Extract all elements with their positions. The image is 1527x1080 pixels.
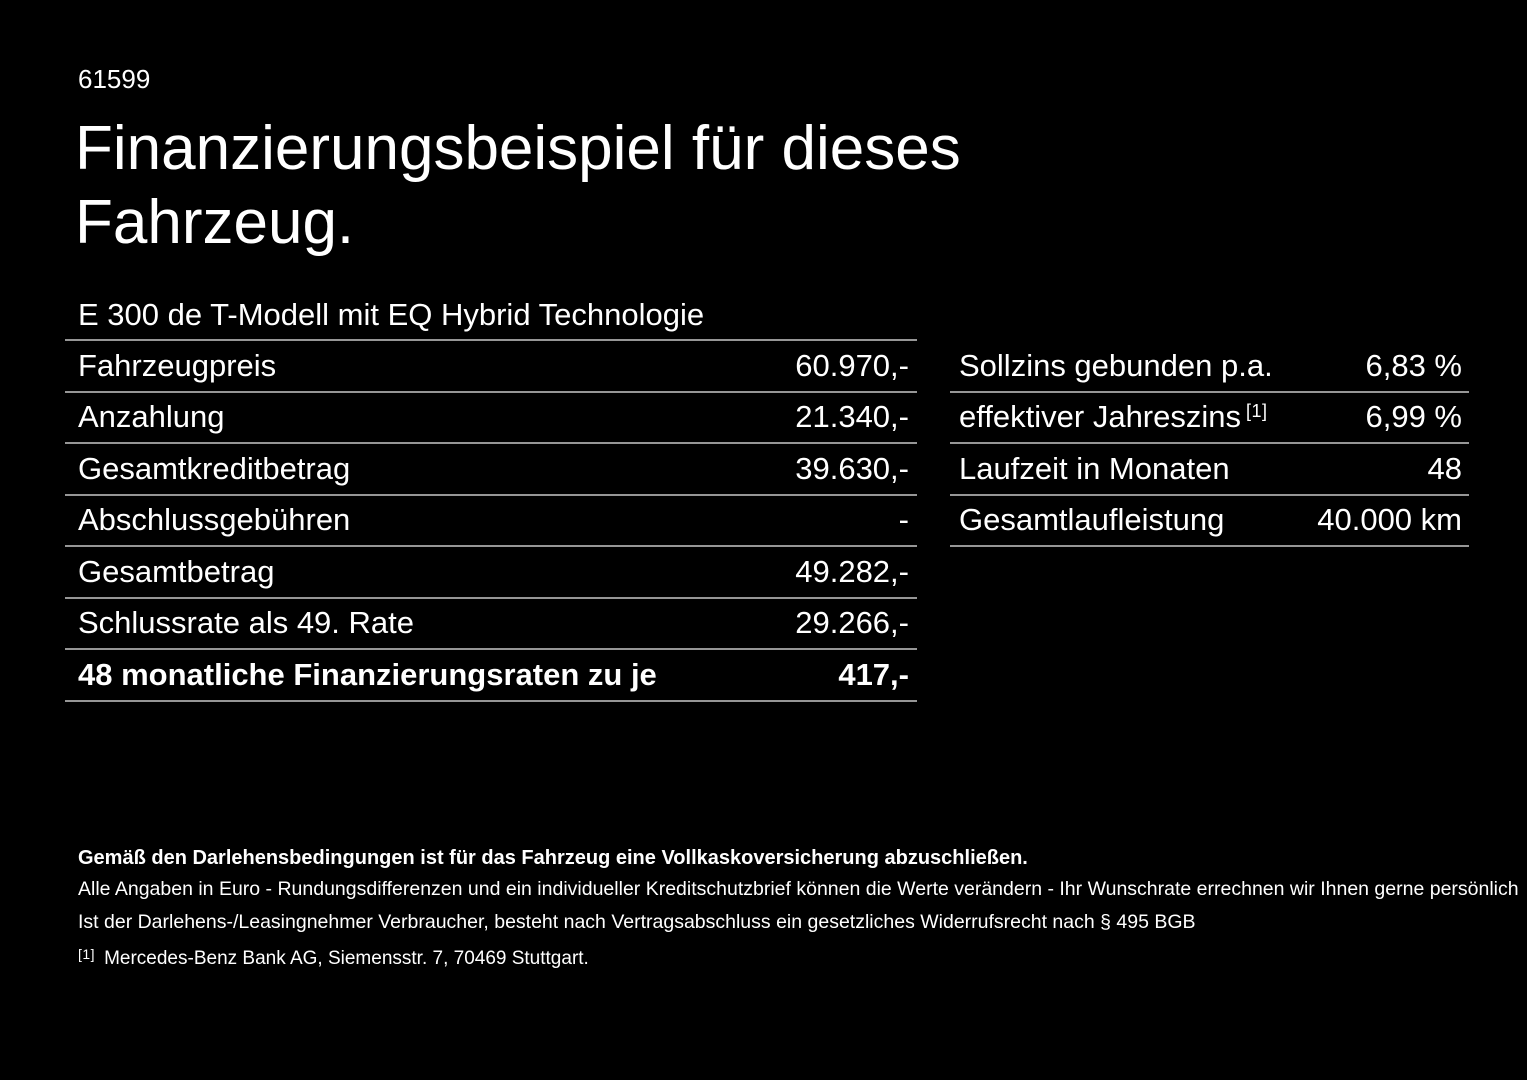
finance-row-label: Fahrzeugpreis	[78, 347, 277, 383]
finance-row-anzahlung: Anzahlung 21.340,-	[65, 393, 917, 444]
conditions-row-laufzeit: Laufzeit in Monaten 48	[950, 444, 1469, 496]
conditions-row-gesamtlaufleistung: Gesamtlaufleistung 40.000 km	[950, 496, 1469, 547]
conditions-row-sollzins: Sollzins gebunden p.a. 6,83 %	[950, 341, 1469, 393]
finance-row-value: 39.630,-	[795, 450, 909, 486]
footnote-marker: [1]	[78, 946, 96, 962]
conditions-row-value: 6,99 %	[1365, 399, 1462, 435]
page-title-line1: Finanzierungsbeispiel für dieses	[75, 114, 961, 183]
finance-row-value: 60.970,-	[795, 347, 909, 383]
conditions-table: Sollzins gebunden p.a. 6,83 % effektiver…	[950, 341, 1469, 702]
footer-disclaimers: Gemäß den Darlehensbedingungen ist für d…	[78, 846, 1519, 971]
finance-table: E 300 de T-Modell mit EQ Hybrid Technolo…	[65, 290, 917, 702]
footnote-text: Mercedes-Benz Bank AG, Siemensstr. 7, 70…	[104, 948, 589, 969]
conditions-row-value: 40.000 km	[1317, 502, 1462, 538]
finance-row-gesamtkreditbetrag: Gesamtkreditbetrag 39.630,-	[65, 444, 917, 496]
vehicle-model-subtitle: E 300 de T-Modell mit EQ Hybrid Technolo…	[65, 290, 917, 341]
conditions-row-value: 48	[1427, 450, 1462, 486]
finance-row-schlussrate: Schlussrate als 49. Rate 29.266,-	[65, 599, 917, 650]
finance-row-value: 49.282,-	[795, 553, 909, 589]
finance-row-label: Abschlussgebühren	[78, 502, 351, 538]
conditions-row-label: Gesamtlaufleistung	[959, 502, 1225, 538]
finance-row-abschlussgebuehren: Abschlussgebühren -	[65, 496, 917, 547]
finance-row-fahrzeugpreis: Fahrzeugpreis 60.970,-	[65, 341, 917, 393]
finance-row-value: 417,-	[838, 656, 909, 692]
insurance-note: Gemäß den Darlehensbedingungen ist für d…	[78, 847, 1028, 869]
finance-row-label: Anzahlung	[78, 399, 225, 435]
finance-row-label: 48 monatliche Finanzierungsraten zu je	[78, 656, 657, 692]
vehicle-id: 61599	[78, 64, 151, 94]
finance-row-monatsrate: 48 monatliche Finanzierungsraten zu je 4…	[65, 650, 917, 702]
finance-row-value: -	[898, 502, 909, 538]
finance-row-value: 21.340,-	[795, 399, 909, 435]
bank-footnote: [1] Mercedes-Benz Bank AG, Siemensstr. 7,…	[78, 946, 1518, 971]
euro-note: Alle Angaben in Euro - Rundungsdifferenz…	[78, 878, 1519, 900]
finance-row-label: Schlussrate als 49. Rate	[78, 605, 415, 641]
vehicle-model-label: E 300 de T-Modell mit EQ Hybrid Technolo…	[78, 296, 705, 332]
page-title: Finanzierungsbeispiel für dieses Fahrzeu…	[75, 112, 961, 260]
conditions-row-label: effektiver Jahreszins [1]	[959, 399, 1268, 435]
finance-row-value: 29.266,-	[795, 605, 909, 641]
conditions-row-label: Laufzeit in Monaten	[959, 450, 1230, 486]
conditions-row-value: 6,83 %	[1365, 347, 1462, 383]
conditions-row-effektiver-jahreszins: effektiver Jahreszins [1] 6,99 %	[950, 393, 1469, 444]
finance-row-label: Gesamtbetrag	[78, 553, 275, 589]
widerrufsrecht-note: Ist der Darlehens-/Leasingnehmer Verbrau…	[78, 911, 1196, 933]
finance-row-label: Gesamtkreditbetrag	[78, 450, 351, 486]
conditions-row-label: Sollzins gebunden p.a.	[959, 347, 1273, 383]
finance-row-gesamtbetrag: Gesamtbetrag 49.282,-	[65, 547, 917, 599]
finance-content: E 300 de T-Modell mit EQ Hybrid Technolo…	[65, 290, 1469, 702]
footnote-ref: [1]	[1246, 401, 1268, 422]
page-title-line2: Fahrzeug.	[75, 188, 355, 257]
